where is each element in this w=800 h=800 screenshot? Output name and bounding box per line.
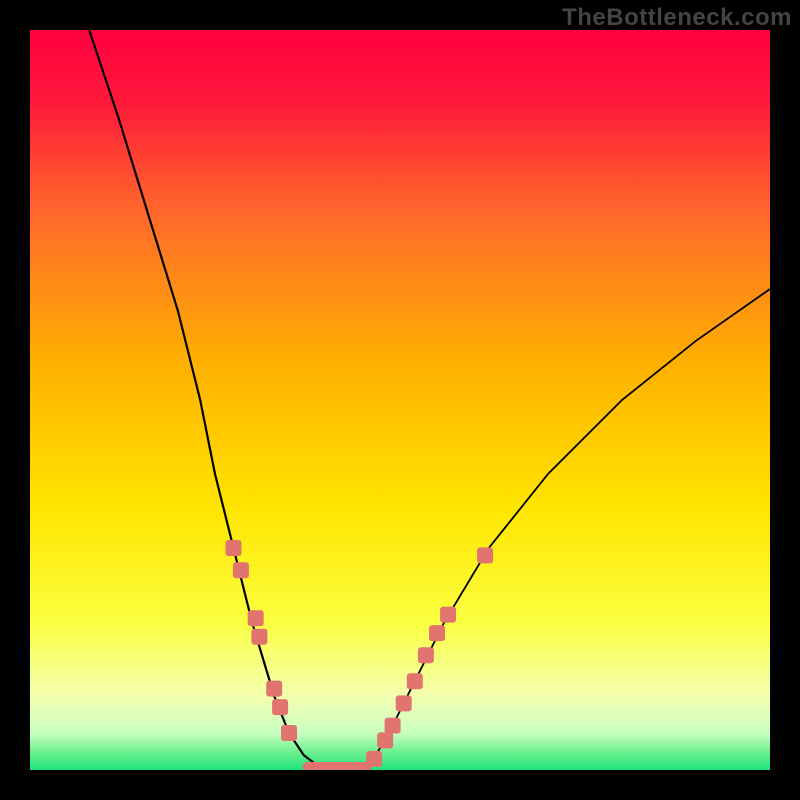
- left-series-marker: [281, 725, 297, 741]
- bottleneck-curve-left: [89, 30, 333, 770]
- chart-root: TheBottleneck.com: [0, 0, 800, 800]
- watermark-text: TheBottleneck.com: [562, 4, 792, 32]
- left-series-marker: [272, 699, 288, 715]
- right-series-marker: [377, 732, 393, 748]
- left-series-marker: [251, 629, 267, 645]
- right-series-marker: [407, 673, 423, 689]
- left-series-marker: [266, 681, 282, 697]
- right-series-marker: [440, 607, 456, 623]
- bottleneck-curve-right: [356, 289, 770, 770]
- right-series-marker: [366, 751, 382, 767]
- right-series-marker: [396, 695, 412, 711]
- plot-area: [30, 30, 770, 770]
- right-series-marker: [418, 647, 434, 663]
- right-series-marker: [429, 625, 445, 641]
- chart-svg: [30, 30, 770, 770]
- right-series-marker: [477, 547, 493, 563]
- right-series-marker: [385, 718, 401, 734]
- left-series-marker: [233, 562, 249, 578]
- left-series-marker: [226, 540, 242, 556]
- left-series-marker: [248, 610, 264, 626]
